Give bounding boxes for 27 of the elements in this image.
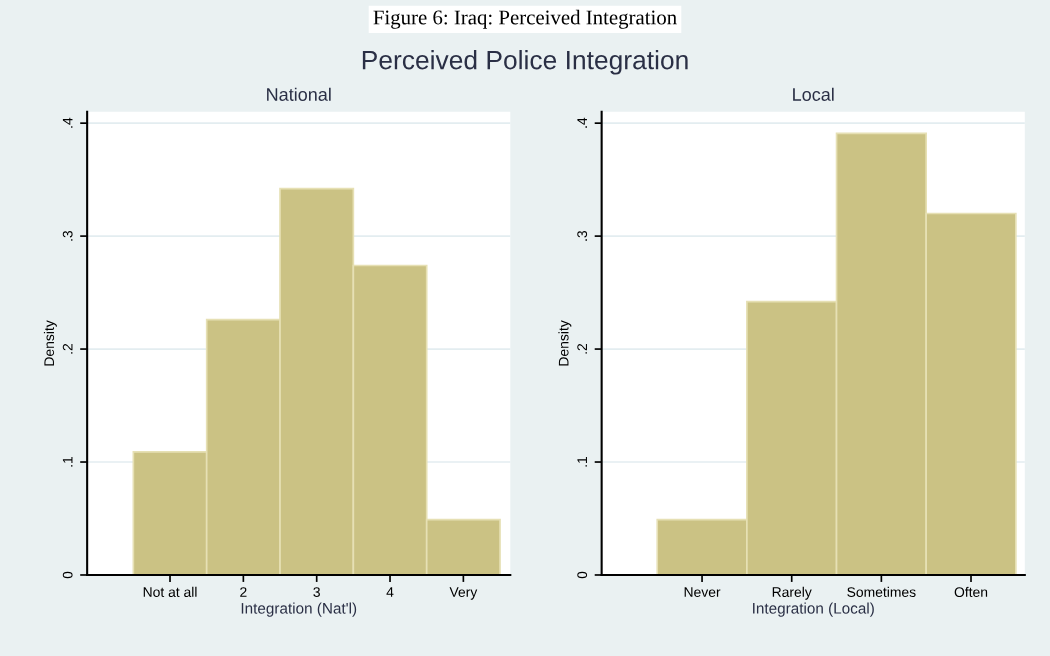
y-tick-label: .4 [62,117,73,128]
chart-title: National [267,87,331,101]
x-axis-title: Integration (Nat'l) [241,602,357,617]
y-axis-title: Density [558,320,572,366]
chart-title: Local [793,87,834,101]
x-tick-label: Sometimes [847,586,916,597]
y-tick-label: .3 [577,230,588,241]
y-tick-label: .2 [577,343,587,354]
y-tick-label: 0 [577,571,588,579]
y-tick-label: .1 [62,456,73,467]
y-tick-label: .2 [62,343,73,354]
y-tick-label: .4 [577,117,587,128]
y-axis-title: Density [43,320,57,366]
x-tick-label: Very [449,587,478,600]
x-tick-label: Not at all [143,586,197,597]
x-tick-label: Never [684,587,721,597]
x-tick-label: 2 [240,587,247,597]
x-axis-title: Integration (Local) [753,602,874,617]
x-tick-label: Often [954,586,988,597]
y-tick-label: 0 [62,571,73,579]
text: Perceived Police Integration [362,50,688,75]
x-tick-label: Rarely [772,586,812,600]
caption: Figure 6: Iraq: Perceived Integration [373,9,677,29]
x-tick-label: 3 [313,587,320,597]
y-tick-label: .3 [62,230,73,241]
x-tick-label: 4 [386,587,394,597]
y-tick-label: .1 [577,456,587,467]
